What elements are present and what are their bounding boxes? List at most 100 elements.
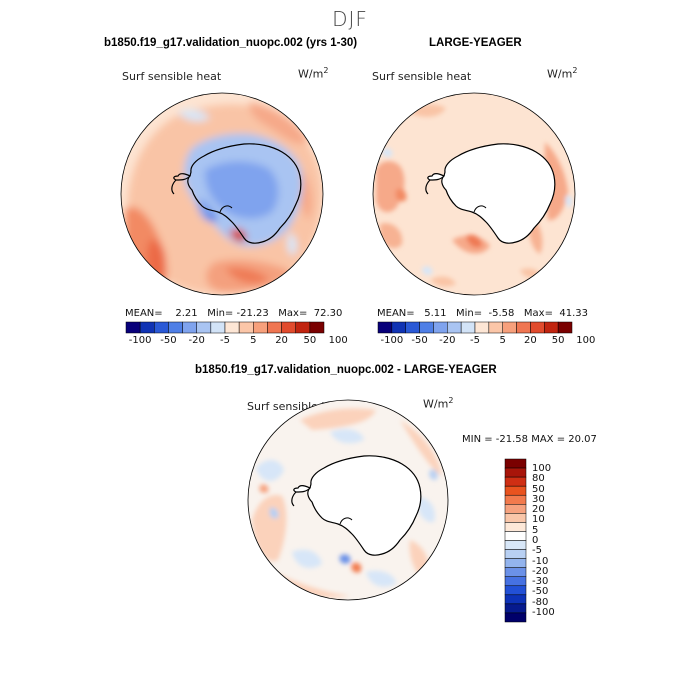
model-colorbar-tick-label: 50 [303,335,317,346]
obs-colorbar-swatch [474,321,490,334]
obs-colorbar-swatch [405,321,420,334]
obs-colorbar-swatch [447,321,462,334]
obs-colorbar-tick-label: -20 [439,335,456,346]
obs-panel-title: LARGE-YEAGER [429,37,522,49]
obs-colorbar-tick-label: 50 [551,335,565,346]
model-units-exp: 2 [323,66,329,75]
model-colorbar-tick-label: -50 [160,335,177,346]
diff-colorbar-label: -20 [532,565,549,577]
diff-colorbar-label: 0 [532,535,539,546]
diff-colorbar-swatch [504,504,527,514]
diff-colorbar-swatch [504,531,527,541]
obs-colorbar-tick-label: -5 [470,335,480,346]
diff-colorbar-label: 20 [532,504,545,516]
obs-colorbar-swatch [530,321,545,334]
obs-colorbar-swatch [516,321,531,334]
model-map [120,92,324,296]
diff-colorbar-label: 10 [532,514,545,526]
model-max-label: Max= [278,308,308,319]
diff-colorbar-swatch [504,549,527,559]
diff-colorbar-label: 80 [532,473,545,485]
model-stats: MEAN= 2.21 Min= -21.23 Max= 72.30 [125,308,342,319]
model-coastline [173,143,302,244]
model-colorbar-tick-label: -100 [128,335,152,346]
model-colorbar-swatch [210,321,226,334]
model-colorbar-swatch [196,321,212,334]
diff-colorbar-label: 5 [532,524,539,536]
diff-colorbar-swatch [504,612,527,623]
obs-min-label: Min= [456,308,483,319]
diff-colorbar-swatch [504,494,527,505]
obs-max-label: Max= [523,308,553,319]
obs-colorbar-swatch [419,321,434,334]
diff-colorbar-label: 50 [532,483,545,495]
obs-colorbar-swatch [502,321,517,334]
diff-units-text: W/m [423,397,449,411]
model-min-label: Min= [207,308,234,319]
obs-units-exp: 2 [572,66,578,75]
obs-units: W/m2 [547,66,577,81]
diff-colorbar-swatch [504,558,527,568]
obs-colorbar-swatch [433,321,448,334]
diff-colorbar-label: -5 [532,545,542,557]
page-title: DJF [332,7,368,31]
diff-colorbar-swatch [504,567,527,577]
model-units: W/m2 [298,66,328,81]
model-colorbar [125,321,325,334]
model-colorbar-swatch [295,321,311,334]
model-panel-title: b1850.f19_g17.validation_nuopc.002 (yrs … [104,37,358,49]
obs-colorbar-tick-label: 5 [499,335,506,346]
diff-colorbar-swatch [504,594,527,605]
obs-colorbar-swatch [377,321,393,334]
diff-colorbar-label: 100 [532,463,552,474]
diff-colorbar-label: -80 [532,596,549,608]
model-colorbar-swatch [182,321,197,334]
diff-colorbar-swatch [504,603,527,614]
diff-colorbar-label: 30 [532,493,545,505]
model-mean-label: MEAN= [125,308,163,319]
model-colorbar-swatch [139,321,155,334]
obs-colorbar-swatch [557,321,573,334]
obs-colorbar-swatch [488,321,503,334]
model-min-value: -21.23 [236,308,269,319]
obs-coastline [427,143,556,244]
obs-stats: MEAN= 5.11 Min= -5.58 Max= 41.33 [377,308,588,319]
diff-colorbar-label: -30 [532,576,549,588]
diff-colorbar-swatch [504,540,527,550]
model-map-border [120,92,324,296]
obs-max-value: 41.33 [559,308,588,319]
diff-colorbar-swatch [504,485,527,496]
obs-mean-value: 5.11 [424,308,447,319]
model-colorbar-swatch [281,321,296,334]
diff-colorbar-swatch [504,576,527,587]
model-colorbar-tick-label: 5 [250,335,257,346]
obs-colorbar-tick-label: 100 [576,335,596,346]
diff-coastline [293,455,422,556]
model-colorbar-swatch [238,321,254,334]
diff-panel-title: b1850.f19_g17.validation_nuopc.002 - LAR… [195,364,497,376]
diff-map [247,399,449,601]
diff-units: W/m2 [423,396,453,411]
obs-colorbar-swatch [391,321,406,334]
model-field-label: Surf sensible heat [122,70,222,83]
model-colorbar-swatch [168,321,183,334]
obs-colorbar-tick-label: -50 [411,335,428,346]
model-colorbar-tick-label: 20 [275,335,288,346]
diff-map-border [247,399,449,601]
model-colorbar-swatch [154,321,169,334]
model-colorbar-swatch [253,321,268,334]
diff-colorbar-swatch [504,513,527,523]
obs-field-label: Surf sensible heat [372,70,472,83]
model-colorbar-swatch [125,321,141,334]
model-max-value: 72.30 [313,308,343,319]
model-colorbar-tick-label: 100 [328,335,348,346]
model-mean-value: 2.21 [175,308,198,319]
obs-map-border [372,92,576,296]
obs-units-text: W/m [547,67,573,81]
obs-map [372,92,576,296]
obs-min-value: -5.58 [488,308,515,319]
obs-colorbar [377,321,573,334]
diff-colorbar-swatch [504,476,527,487]
obs-colorbar-swatch [460,321,476,334]
